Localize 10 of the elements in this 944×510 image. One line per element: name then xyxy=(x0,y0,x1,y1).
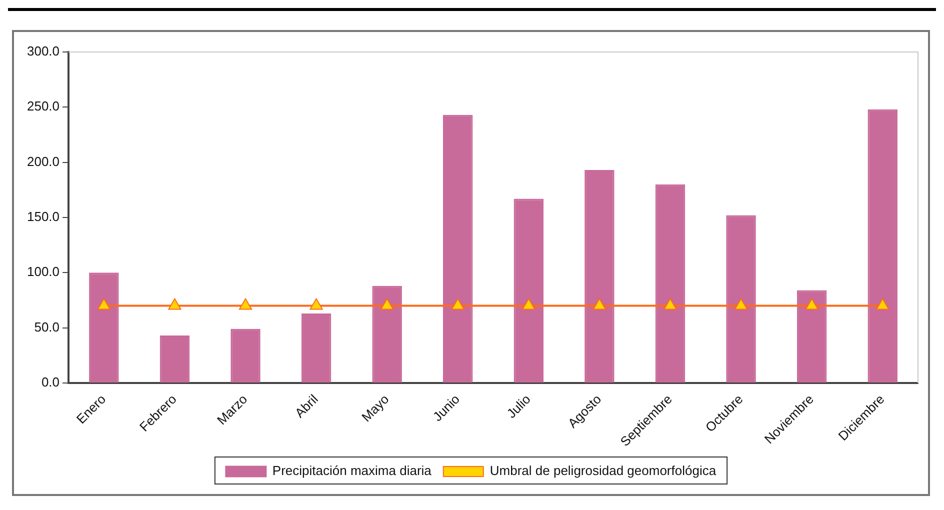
legend-label: Umbral de peligrosidad geomorfológica xyxy=(490,463,717,478)
y-tick-label: 0.0 xyxy=(41,374,60,390)
legend-label: Precipitación maxima diaria xyxy=(272,463,432,478)
y-tick-label: 150.0 xyxy=(26,209,60,224)
y-tick-label: 250.0 xyxy=(26,98,60,114)
y-tick-label: 50.0 xyxy=(34,319,60,334)
y-tick-label: 200.0 xyxy=(26,154,60,169)
y-tick-label: 300.0 xyxy=(26,44,60,59)
x-tick-label: Julio xyxy=(504,392,534,422)
y-tick-label: 100.0 xyxy=(26,264,60,280)
